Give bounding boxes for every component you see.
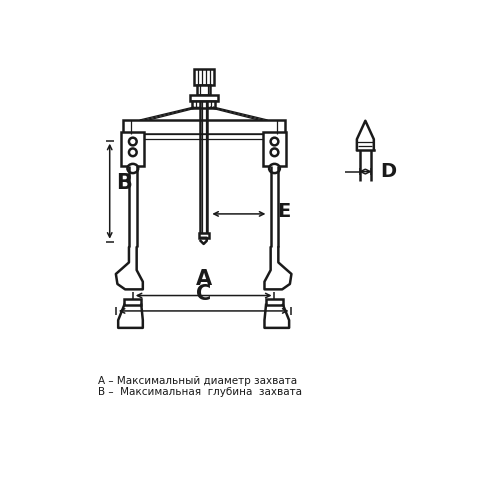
Bar [123, 120, 285, 134]
Bar [123, 134, 285, 139]
Text: B –  Максимальная  глубина  захвата: B – Максимальная глубина захвата [98, 387, 302, 397]
Ellipse shape [127, 164, 138, 173]
Text: D: D [381, 162, 397, 181]
Bar [197, 84, 210, 96]
Text: C: C [196, 284, 211, 304]
Bar [193, 69, 214, 84]
Bar [199, 233, 209, 238]
Bar [263, 132, 286, 166]
Bar [121, 132, 144, 166]
Bar [124, 299, 141, 305]
Bar [192, 101, 215, 108]
Bar [190, 96, 217, 101]
Ellipse shape [269, 164, 280, 173]
Text: A – Максимальный диаметр захвата: A – Максимальный диаметр захвата [98, 376, 297, 386]
Bar [266, 299, 283, 305]
Text: B: B [116, 173, 132, 193]
Text: E: E [277, 202, 291, 221]
Text: A: A [195, 269, 212, 288]
